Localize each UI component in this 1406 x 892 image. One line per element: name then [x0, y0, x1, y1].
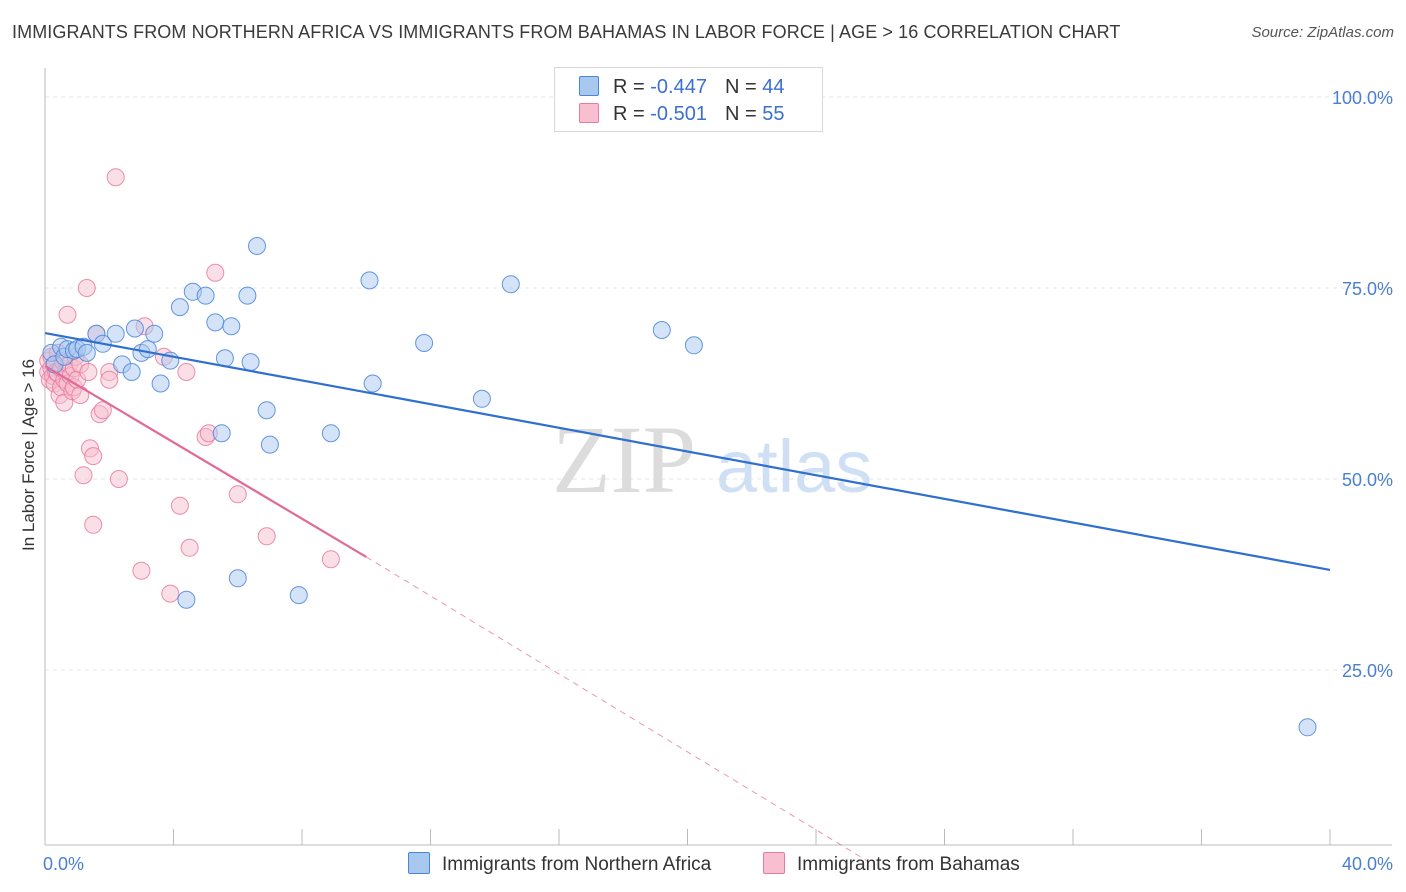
northern-africa-trend-line	[44, 331, 1331, 571]
bottom-legend-label: Immigrants from Northern Africa	[442, 854, 712, 875]
grid-lines	[45, 96, 1392, 671]
northern-africa-point	[138, 340, 157, 359]
legend-n-label: N =	[724, 76, 763, 98]
y-tick-labels: 25.0% 50.0% 75.0% 100.0%	[1332, 88, 1393, 681]
northern-africa-point	[652, 321, 671, 339]
northern-africa-point	[222, 317, 241, 336]
chart-title: IMMIGRANTS FROM NORTHERN AFRICA VS IMMIG…	[12, 22, 1121, 42]
bahamas-point	[161, 584, 180, 603]
bahamas-point	[321, 550, 340, 569]
source-label: Source: ZipAtlas.com	[1251, 24, 1394, 41]
y-tick-label: 50.0%	[1342, 470, 1393, 490]
stats-legend: R = -0.447 N = 44 R = -0.501 N = 55	[554, 67, 823, 132]
bahamas-point	[74, 466, 93, 485]
bottom-legend-bahamas: Immigrants from Bahamas	[763, 852, 1020, 876]
northern-africa-point	[106, 324, 125, 343]
northern-africa-point	[321, 424, 340, 443]
bahamas-point	[180, 538, 199, 557]
northern-africa-point	[238, 286, 257, 305]
y-tick-label: 75.0%	[1342, 279, 1393, 299]
axes	[44, 68, 1392, 846]
northern-africa-point	[241, 353, 260, 372]
bottom-legend-swatch-blue	[408, 852, 430, 874]
northern-africa-point	[228, 569, 247, 588]
legend-r-label: R =	[613, 76, 651, 98]
northern-africa-point	[257, 401, 276, 420]
x-tick-labels: 0.0% 40.0%	[43, 854, 1393, 874]
northern-africa-point	[170, 298, 189, 317]
x-tick-label: 0.0%	[43, 854, 84, 874]
legend-row-northern-africa: R = -0.447 N = 44	[579, 76, 784, 102]
bottom-legend-label: Immigrants from Bahamas	[797, 854, 1020, 875]
bahamas-point	[206, 263, 225, 282]
y-axis-label: In Labor Force | Age > 16	[19, 359, 38, 551]
northern-africa-point	[177, 590, 196, 609]
watermark: ZIP atlas	[552, 406, 872, 513]
bahamas-trend-line	[44, 364, 367, 558]
northern-africa-point	[684, 336, 703, 355]
bahamas-point	[170, 496, 189, 515]
bahamas-point	[100, 370, 119, 389]
northern-africa-point	[248, 237, 266, 255]
northern-africa-point	[122, 363, 141, 381]
trend-lines	[44, 331, 1331, 862]
y-tick-label: 100.0%	[1332, 88, 1393, 108]
northern-africa-point	[360, 271, 379, 290]
bahamas-point	[106, 168, 125, 187]
northern-africa-point	[151, 374, 170, 393]
legend-r-label: R =	[613, 103, 651, 125]
bahamas-point	[84, 515, 103, 534]
bahamas-trend-extension	[365, 556, 868, 862]
bahamas-point	[177, 363, 196, 381]
northern-africa-point	[363, 374, 382, 393]
bahamas-point	[132, 561, 151, 580]
bahamas-point	[71, 386, 90, 404]
legend-row-bahamas: R = -0.501 N = 55	[579, 103, 784, 129]
bahamas-point	[93, 401, 112, 420]
bottom-legend-northern-africa: Immigrants from Northern Africa	[408, 852, 711, 876]
legend-n-value: 55	[762, 103, 785, 125]
x-tick-label: 40.0%	[1342, 854, 1393, 874]
legend-r-value: -0.501	[650, 103, 707, 125]
legend-n-label: N =	[724, 103, 763, 125]
bahamas-point	[77, 279, 96, 297]
legend-swatch-blue	[579, 76, 599, 96]
bottom-legend-swatch-pink	[763, 852, 785, 874]
watermark-atlas: atlas	[716, 425, 872, 508]
legend-swatch-pink	[579, 103, 599, 123]
bahamas-point	[84, 447, 103, 466]
bahamas-points	[39, 168, 340, 603]
northern-africa-point	[289, 586, 308, 605]
bahamas-point	[79, 363, 98, 381]
northern-africa-point	[145, 324, 164, 343]
northern-africa-point	[77, 343, 96, 362]
northern-africa-point	[472, 389, 491, 408]
northern-africa-point	[260, 435, 279, 454]
northern-africa-point	[415, 334, 434, 352]
y-tick-label: 25.0%	[1342, 661, 1393, 681]
northern-africa-point	[125, 319, 144, 338]
legend-n-value: 44	[762, 76, 785, 98]
northern-africa-point	[212, 424, 231, 443]
bahamas-point	[58, 305, 77, 324]
watermark-zip: ZIP	[552, 406, 696, 513]
northern-africa-point	[501, 275, 520, 294]
northern-africa-point	[196, 286, 215, 305]
legend-r-value: -0.447	[650, 76, 707, 98]
bahamas-point	[228, 485, 247, 504]
northern-africa-point	[1298, 718, 1317, 737]
bahamas-point	[109, 470, 128, 488]
bahamas-point	[257, 527, 276, 546]
northern-africa-point	[206, 313, 225, 332]
